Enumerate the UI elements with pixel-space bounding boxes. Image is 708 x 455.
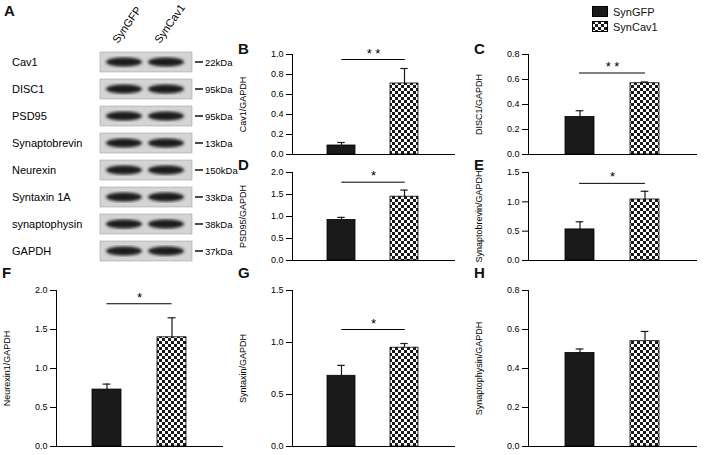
svg-text:37kDa: 37kDa (205, 246, 233, 257)
svg-text:0.0: 0.0 (507, 441, 520, 451)
svg-text:33kDa: 33kDa (205, 192, 233, 203)
html-text:A: A (4, 2, 15, 19)
svg-text:Cav1/GAPDH: Cav1/GAPDH (238, 77, 248, 133)
svg-text:* *: * * (606, 59, 620, 74)
svg-text:Synaptobrevin: Synaptobrevin (12, 137, 82, 149)
svg-text:0.2: 0.2 (507, 124, 520, 134)
svg-text:0.0: 0.0 (35, 441, 48, 451)
svg-text:SynCav1: SynCav1 (152, 2, 187, 45)
html-text:F: F (2, 264, 12, 281)
svg-text:0.0: 0.0 (271, 149, 284, 159)
svg-text:PSD95/GAPDH: PSD95/GAPDH (238, 185, 248, 248)
svg-text:2.0: 2.0 (35, 285, 48, 295)
svg-text:1.5: 1.5 (271, 285, 284, 295)
svg-text:Neurexin: Neurexin (12, 164, 56, 176)
svg-text:1.0: 1.0 (35, 363, 48, 373)
html-text:SynGFP: SynGFP (613, 5, 655, 18)
svg-text:0.2: 0.2 (271, 129, 284, 139)
svg-text:Synaptophysin/GAPDH: Synaptophysin/GAPDH (474, 322, 484, 416)
svg-text:1.5: 1.5 (507, 167, 520, 177)
svg-text:GAPDH: GAPDH (12, 245, 51, 257)
svg-text:1.5: 1.5 (35, 324, 48, 334)
html-text:SynCav1: SynCav1 (613, 20, 658, 33)
svg-text:0.5: 0.5 (507, 226, 520, 236)
html-text:D: D (238, 156, 249, 173)
svg-text:SynGFP: SynGFP (110, 4, 144, 45)
svg-text:1.0: 1.0 (271, 49, 284, 59)
svg-text:0.5: 0.5 (271, 389, 284, 399)
svg-text:0.8: 0.8 (507, 285, 520, 295)
svg-text:*: * (371, 316, 376, 331)
svg-text:0.4: 0.4 (507, 363, 520, 373)
svg-text:2.0: 2.0 (271, 167, 284, 177)
svg-text:0.6: 0.6 (507, 324, 520, 334)
svg-text:* *: * * (367, 46, 381, 61)
svg-text:PSD95: PSD95 (12, 110, 47, 122)
svg-text:Synaptobrevin/GAPDH: Synaptobrevin/GAPDH (474, 170, 484, 262)
svg-text:13kDa: 13kDa (205, 138, 233, 149)
svg-text:*: * (610, 169, 615, 184)
svg-text:DISC1/GAPDH: DISC1/GAPDH (474, 74, 484, 135)
svg-text:0.0: 0.0 (507, 149, 520, 159)
svg-text:1.0: 1.0 (271, 337, 284, 347)
svg-text:150kDa: 150kDa (205, 165, 238, 176)
svg-text:0.6: 0.6 (271, 89, 284, 99)
svg-text:0.6: 0.6 (507, 74, 520, 84)
svg-text:1.0: 1.0 (507, 197, 520, 207)
html-text:E: E (474, 156, 484, 173)
svg-text:Syntaxin/GAPDH: Syntaxin/GAPDH (238, 334, 248, 403)
svg-text:*: * (371, 168, 376, 183)
svg-text:0.0: 0.0 (271, 255, 284, 265)
svg-text:0.4: 0.4 (507, 99, 520, 109)
svg-text:Cav1: Cav1 (12, 56, 38, 68)
svg-text:95kDa: 95kDa (205, 84, 233, 95)
svg-text:0.4: 0.4 (271, 109, 284, 119)
svg-text:*: * (137, 290, 142, 305)
svg-text:38kDa: 38kDa (205, 219, 233, 230)
html-text:B: B (238, 40, 249, 57)
svg-text:0.5: 0.5 (271, 233, 284, 243)
svg-text:0.8: 0.8 (271, 69, 284, 79)
svg-text:0.2: 0.2 (507, 402, 520, 412)
html-text:H: H (474, 264, 485, 281)
svg-text:1.5: 1.5 (271, 189, 284, 199)
html-text:G: G (238, 264, 250, 281)
svg-text:synaptophysin: synaptophysin (12, 218, 82, 230)
svg-text:22kDa: 22kDa (205, 57, 233, 68)
svg-text:DISC1: DISC1 (12, 83, 44, 95)
svg-text:0.0: 0.0 (507, 255, 520, 265)
svg-text:0.5: 0.5 (35, 402, 48, 412)
svg-text:0.8: 0.8 (507, 49, 520, 59)
svg-text:Neurexin1/GAPDH: Neurexin1/GAPDH (2, 331, 12, 407)
svg-text:95kDa: 95kDa (205, 111, 233, 122)
html-text:C: C (474, 40, 485, 57)
svg-text:1.0: 1.0 (271, 211, 284, 221)
svg-text:Syntaxin 1A: Syntaxin 1A (12, 191, 71, 203)
svg-text:0.0: 0.0 (271, 441, 284, 451)
